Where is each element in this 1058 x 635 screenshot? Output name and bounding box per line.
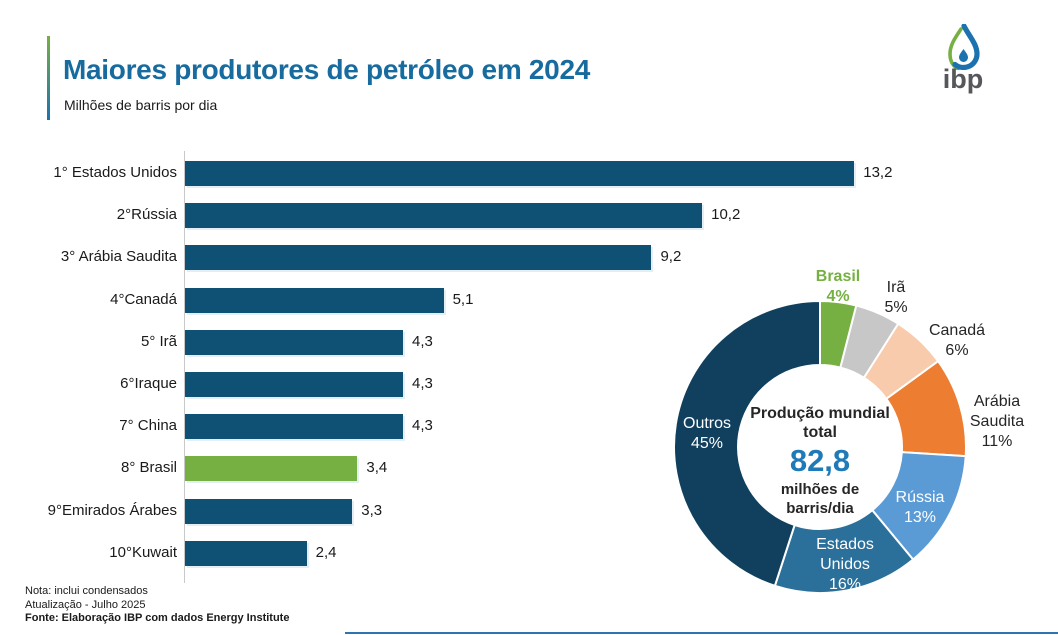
bar-value-label: 13,2 bbox=[863, 164, 893, 181]
water-drop-icon bbox=[948, 24, 980, 70]
bar-row: 4°Canadá 5,1 bbox=[0, 287, 1058, 313]
bar-value-label: 2,4 bbox=[315, 543, 337, 561]
bar bbox=[185, 498, 353, 524]
bar-row: 10°Kuwait 2,4 bbox=[0, 540, 1058, 566]
bar-value-label: 4,3 bbox=[412, 332, 433, 350]
bar-category-label: 10°Kuwait bbox=[109, 543, 177, 561]
bar bbox=[185, 372, 403, 397]
world-production-title: Produção mundial total bbox=[750, 405, 890, 441]
bar-category-label: 1° Estados Unidos bbox=[53, 164, 177, 181]
chart-unit-label: Milhões de barris por dia bbox=[64, 97, 218, 113]
bar-category-label: 9°Emirados Árabes bbox=[47, 501, 177, 519]
bottom-divider bbox=[345, 632, 1058, 634]
bar-category-label: 5° Irã bbox=[140, 332, 177, 350]
bar-value-label: 9,2 bbox=[660, 248, 682, 266]
bar bbox=[185, 161, 855, 186]
bar-row: 5° Irã 4,3 bbox=[0, 329, 1058, 355]
bar-row: 1° Estados Unidos 13,2 bbox=[0, 161, 1058, 186]
donut-label-estados-unidos: Estados Unidos 16% bbox=[816, 536, 874, 593]
bar-category-label: 3° Arábia Saudita bbox=[60, 248, 177, 266]
bar bbox=[185, 203, 703, 229]
page-title: Maiores produtores de petróleo em 2024 bbox=[63, 54, 590, 85]
bar bbox=[185, 414, 403, 440]
bar-row: 2°Rússia 10,2 bbox=[0, 203, 1058, 229]
bar-row: 8° Brasil 3,4 bbox=[0, 456, 1058, 482]
bar-value-label: 4,3 bbox=[412, 375, 433, 392]
bar-row: 9°Emirados Árabes 3,3 bbox=[0, 498, 1058, 524]
bar bbox=[185, 245, 652, 271]
bar-row: 6°Iraque 4,3 bbox=[0, 372, 1058, 397]
bar-category-label: 8° Brasil bbox=[120, 459, 177, 477]
donut-label-brasil: Brasil 4% bbox=[815, 268, 861, 305]
bar-category-label: 2°Rússia bbox=[116, 206, 177, 224]
update-line: Atualização - Julho 2025 bbox=[25, 598, 146, 611]
donut-label-canada: Canadá 6% bbox=[928, 322, 986, 359]
bar-value-label: 4,3 bbox=[412, 417, 433, 435]
donut-label-outros: Outros 45% bbox=[682, 415, 732, 452]
ibp-logo: ibp bbox=[925, 24, 1001, 94]
bar-value-label: 3,3 bbox=[361, 501, 383, 519]
bar bbox=[185, 287, 444, 313]
bar-highlight bbox=[185, 456, 358, 482]
donut-slice-outros bbox=[673, 299, 821, 588]
bar-category-label: 7° China bbox=[119, 417, 177, 435]
bar-value-label: 5,1 bbox=[452, 290, 474, 308]
bar bbox=[185, 540, 307, 566]
bar-row: 7° China 4,3 bbox=[0, 414, 1058, 440]
ibp-logo-text: ibp bbox=[942, 64, 984, 94]
bar-chart-axis bbox=[184, 151, 185, 583]
donut-label-arabia-saudita: Arábia Saudita 11% bbox=[969, 393, 1025, 450]
bar-value-label: 10,2 bbox=[711, 206, 741, 224]
world-production-unit: milhões de barris/dia bbox=[780, 481, 860, 517]
bar-value-label: 3,4 bbox=[366, 459, 388, 477]
footnotes: Nota: inclui condensados Atualização - J… bbox=[25, 585, 289, 626]
donut-label-ira: Irã 5% bbox=[884, 279, 908, 316]
note-line: Nota: inclui condensados bbox=[25, 585, 148, 597]
bar bbox=[185, 329, 403, 355]
title-accent-bar bbox=[47, 36, 50, 120]
bar-category-label: 4°Canadá bbox=[110, 290, 177, 308]
donut-label-russia: Rússia 13% bbox=[895, 489, 945, 526]
world-production-value: 82,8 bbox=[789, 443, 851, 478]
donut-center-label: Produção mundial total 82,8 milhões de b… bbox=[725, 404, 915, 518]
bar-row: 3° Arábia Saudita 9,2 bbox=[0, 245, 1058, 271]
bar-category-label: 6°Iraque bbox=[120, 375, 177, 392]
source-line: Fonte: Elaboração IBP com dados Energy I… bbox=[25, 612, 290, 624]
